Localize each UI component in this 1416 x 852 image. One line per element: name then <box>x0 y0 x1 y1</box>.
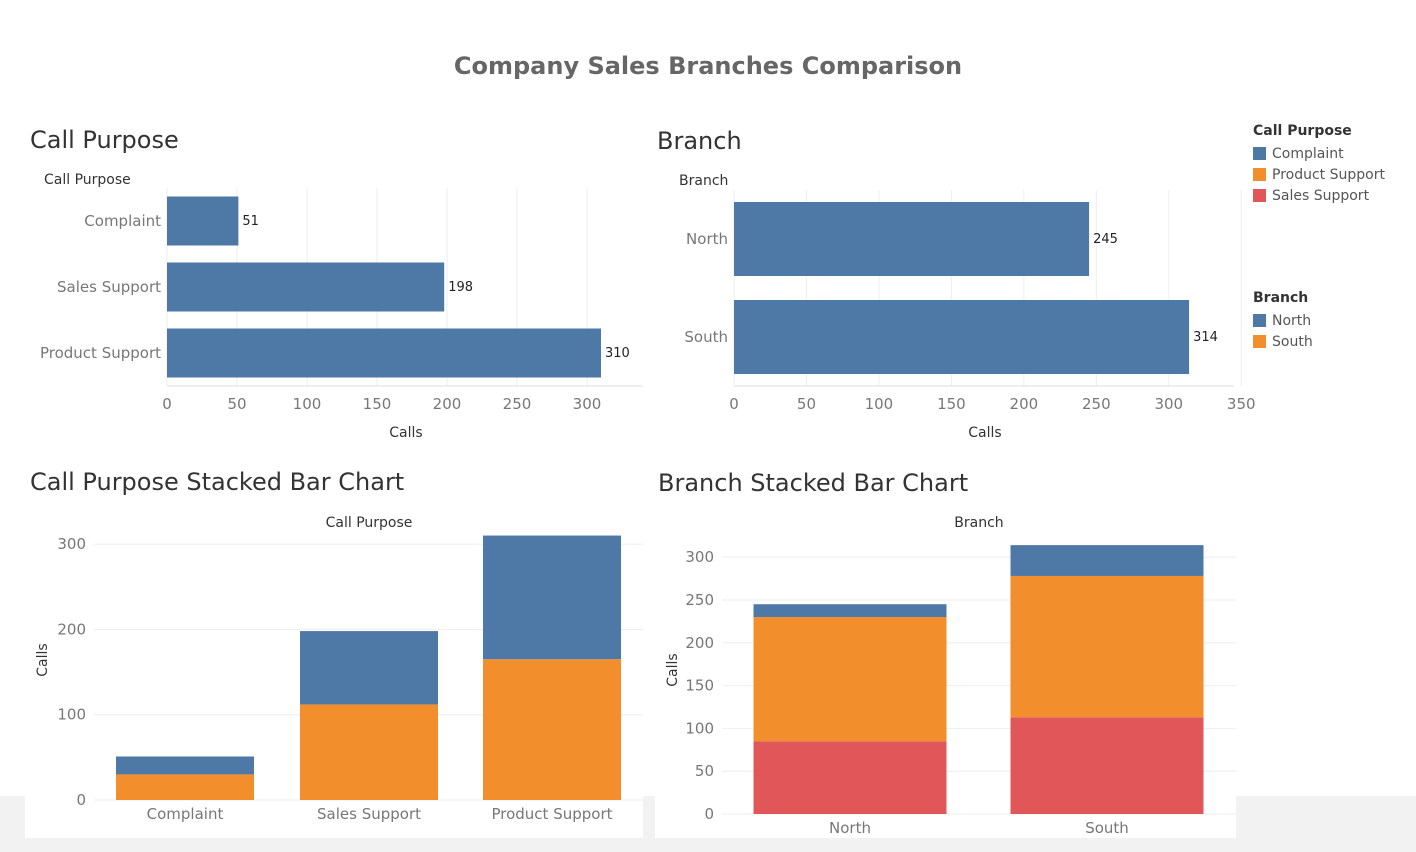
branch-chart-title: Branch <box>657 127 742 155</box>
bar-north <box>734 202 1090 276</box>
bar-segment-product-support-product-support <box>483 659 621 800</box>
legend-title: Branch <box>1253 290 1309 306</box>
x-tick-label: 100 <box>293 395 322 413</box>
bar-segment-south-complaint <box>1010 545 1204 576</box>
bar-segment-complaint-product-support <box>116 774 254 800</box>
category-label: Sales Support <box>317 805 421 823</box>
legend-swatch <box>1253 168 1266 181</box>
y-tick-label: 300 <box>57 535 86 553</box>
legend-swatch <box>1253 314 1266 327</box>
y-tick-label: 0 <box>76 791 86 809</box>
x-tick-label: 250 <box>503 395 532 413</box>
legend-label: Sales Support <box>1272 187 1370 204</box>
y-tick-label: 150 <box>685 677 714 695</box>
x-tick-label: 300 <box>573 395 602 413</box>
bar-product-support <box>167 328 601 378</box>
call-purpose-stacked-chart-title: Call Purpose Stacked Bar Chart <box>30 468 405 496</box>
legend-label: Complaint <box>1272 145 1344 162</box>
x-tick-label: 0 <box>162 395 172 413</box>
data-label: 314 <box>1193 330 1218 345</box>
category-label: South <box>1085 819 1129 837</box>
legend-label: South <box>1272 333 1313 350</box>
column-header: Branch <box>954 515 1003 531</box>
data-label: 245 <box>1093 232 1118 247</box>
x-tick-label: 200 <box>433 395 462 413</box>
bar-segment-north-sales-support <box>753 741 947 814</box>
category-label: North <box>686 230 728 248</box>
legend-label: North <box>1272 312 1312 329</box>
x-tick-label: 150 <box>363 395 392 413</box>
legend-item-north[interactable]: North <box>1253 310 1313 331</box>
bar-segment-south-sales-support <box>1010 717 1204 814</box>
y-tick-label: 200 <box>57 620 86 638</box>
x-tick-label: 50 <box>227 395 246 413</box>
data-label: 198 <box>448 280 473 295</box>
dashboard-title: Company Sales Branches Comparison <box>453 52 963 80</box>
row-header: Call Purpose <box>44 172 131 188</box>
x-tick-label: 50 <box>797 395 816 413</box>
bar-complaint <box>167 196 239 246</box>
legend-item-product-support[interactable]: Product Support <box>1253 164 1385 185</box>
x-axis-title: Calls <box>968 425 1001 441</box>
x-tick-label: 350 <box>1227 395 1256 413</box>
x-tick-label: 300 <box>1154 395 1183 413</box>
legend-item-south[interactable]: South <box>1253 331 1313 352</box>
call-purpose-bar-chart: 0 50 100 150 200 250 300 Call Purpose Calls Compl… <box>40 172 643 441</box>
bar-south <box>734 300 1190 374</box>
bar-segment-north-product-support <box>753 617 947 742</box>
branch-stacked-bar-chart: 0 50 100 150 200 250 300 Branch Calls North South <box>665 515 1236 837</box>
legend-swatch <box>1253 147 1266 160</box>
data-label: 310 <box>605 346 630 361</box>
legend-label: Product Support <box>1272 166 1385 183</box>
data-label: 51 <box>242 214 259 229</box>
row-header: Branch <box>679 173 728 189</box>
branch-stacked-chart-title: Branch Stacked Bar Chart <box>658 469 969 497</box>
category-label: Sales Support <box>57 278 161 296</box>
column-header: Call Purpose <box>326 515 413 531</box>
branch-legend: Branch North South <box>1253 290 1313 352</box>
y-tick-label: 200 <box>685 634 714 652</box>
category-label: Complaint <box>84 212 161 230</box>
bar-segment-north-complaint <box>753 604 947 618</box>
bar-sales-support <box>167 262 445 312</box>
x-tick-label: 150 <box>937 395 966 413</box>
bar-segment-sales-support-complaint <box>300 631 438 705</box>
legend-swatch <box>1253 189 1266 202</box>
y-tick-label: 0 <box>704 805 714 823</box>
x-tick-label: 100 <box>865 395 894 413</box>
y-axis-title: Calls <box>35 643 51 676</box>
bar-segment-sales-support-product-support <box>300 704 438 800</box>
y-tick-label: 100 <box>57 706 86 724</box>
legend-swatch <box>1253 335 1266 348</box>
branch-bar-chart: 0 50 100 150 200 250 300 350 Branch Calls North 245… <box>679 173 1256 441</box>
bar-segment-complaint-complaint <box>116 756 254 775</box>
category-label: North <box>829 819 871 837</box>
x-tick-label: 250 <box>1082 395 1111 413</box>
legend-item-complaint[interactable]: Complaint <box>1253 143 1385 164</box>
call-purpose-chart-title: Call Purpose <box>30 126 179 154</box>
y-axis-title: Calls <box>665 653 681 686</box>
call-purpose-stacked-bar-chart: 0 100 200 300 Call Purpose Calls Complaint Sale… <box>35 515 643 823</box>
x-tick-label: 0 <box>729 395 739 413</box>
category-label: South <box>684 328 728 346</box>
bar-segment-product-support-complaint <box>483 535 621 660</box>
category-label: Complaint <box>147 805 224 823</box>
y-tick-label: 250 <box>685 591 714 609</box>
legend-item-sales-support[interactable]: Sales Support <box>1253 185 1385 206</box>
y-tick-label: 50 <box>695 762 714 780</box>
category-label: Product Support <box>491 805 612 823</box>
y-tick-label: 300 <box>685 548 714 566</box>
category-label: Product Support <box>40 344 161 362</box>
call-purpose-legend: Call Purpose Complaint Product Support S… <box>1253 123 1385 206</box>
y-tick-label: 100 <box>685 719 714 737</box>
x-tick-label: 200 <box>1010 395 1039 413</box>
x-axis-title: Calls <box>389 425 422 441</box>
legend-title: Call Purpose <box>1253 123 1352 139</box>
bar-segment-south-product-support <box>1010 575 1204 718</box>
